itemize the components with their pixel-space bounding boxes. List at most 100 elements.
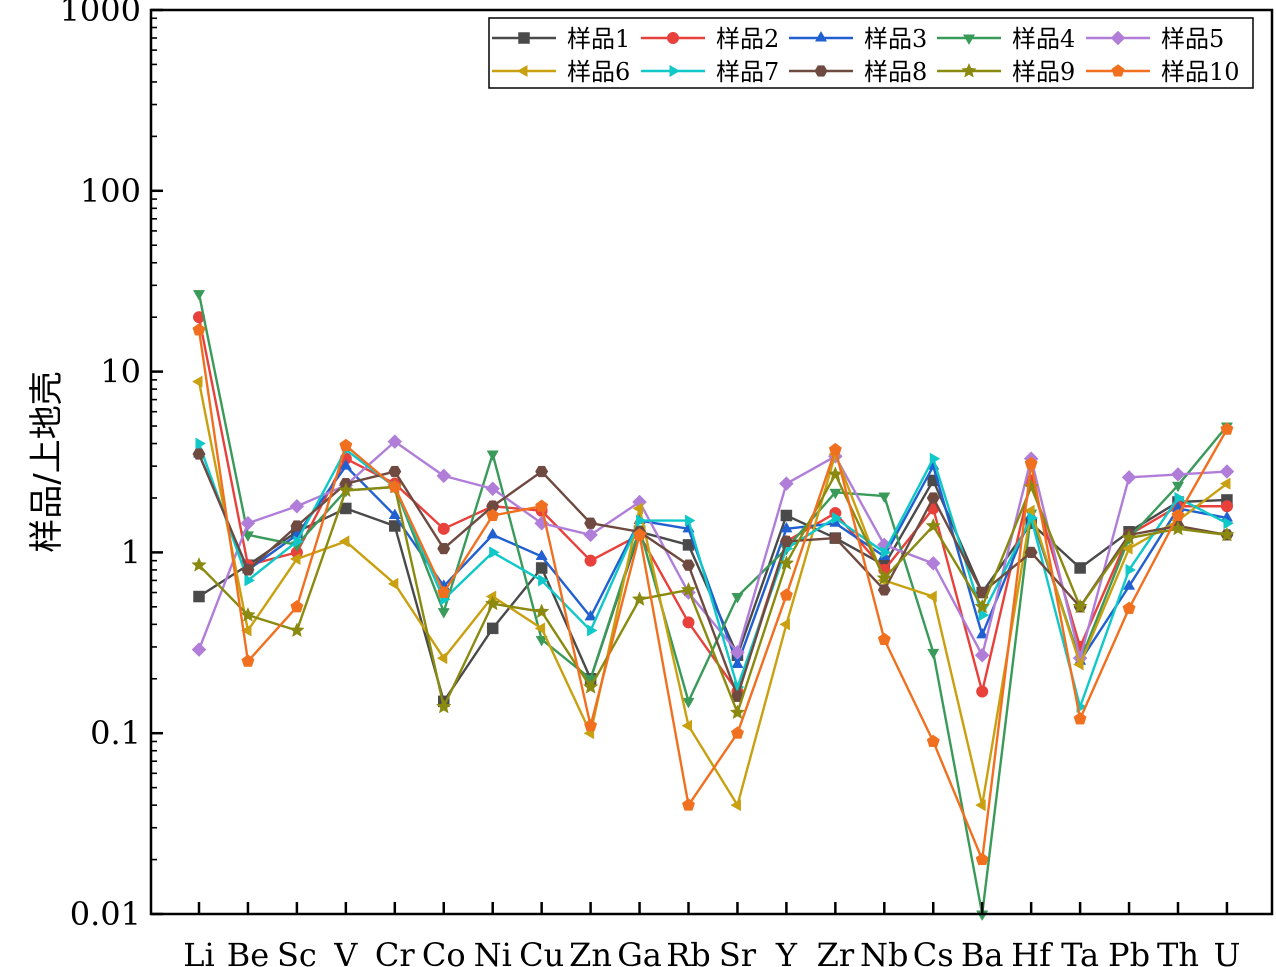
x-tick-label: U (1213, 936, 1240, 967)
data-point (1074, 562, 1086, 574)
data-point (1024, 456, 1038, 470)
data-point (535, 465, 549, 478)
data-point (535, 635, 548, 647)
legend-marker (1111, 64, 1125, 77)
x-tick-label: Li (183, 936, 214, 967)
legend-label: 样品10 (1161, 58, 1240, 86)
data-point (729, 704, 746, 720)
data-point (975, 799, 986, 812)
data-point (192, 323, 206, 336)
x-tick-label: Nb (860, 936, 908, 967)
data-point (1125, 563, 1137, 576)
data-point (828, 532, 842, 544)
x-tick-label: Rb (666, 936, 711, 967)
axis-layer: 0.01 0.1 1 10 100 1000 Li Be Sc V Cr Co Ni Cu Zn Ga Rb Sr… (60, 0, 1241, 967)
data-point (632, 502, 644, 515)
y-tick-label: 0.1 (90, 714, 141, 752)
data-point (241, 531, 255, 542)
series-line (197, 440, 1228, 660)
data-point (876, 570, 893, 585)
y-tick-label: 1 (121, 533, 141, 571)
legend-item: 样品6 (492, 58, 630, 86)
data-point (878, 492, 891, 504)
data-point (584, 718, 598, 732)
legend: 样品1 样品2 样品3 样品4 样品5 样品6 样品7 样品8 样品9 样品10 (488, 17, 1254, 89)
data-point (636, 514, 647, 527)
series-1 (193, 474, 1233, 708)
data-point (730, 644, 745, 660)
data-point (779, 476, 794, 492)
x-tick-label: Ni (474, 936, 512, 967)
data-point (437, 608, 450, 619)
legend-item: 样品3 (789, 25, 927, 53)
data-point (1024, 546, 1038, 559)
legend-label: 样品1 (567, 25, 630, 53)
data-point (240, 515, 256, 531)
legend-item: 样品4 (937, 25, 1075, 53)
data-point (289, 498, 305, 514)
legend-item: 样品9 (937, 58, 1075, 86)
legend-marker (518, 32, 530, 44)
data-point (1219, 526, 1235, 542)
data-point (1072, 598, 1088, 614)
data-point (1122, 601, 1136, 614)
data-point (681, 719, 692, 732)
x-tick-label: Cu (519, 936, 564, 967)
data-point (583, 527, 598, 543)
data-point (436, 468, 452, 484)
legend-item: 样品5 (1086, 25, 1224, 53)
data-point (338, 482, 354, 498)
data-point (290, 600, 304, 613)
series-layer (191, 290, 1235, 921)
legend-label: 样品6 (567, 58, 630, 86)
data-point (1122, 579, 1136, 590)
legend-marker (962, 34, 976, 45)
data-point (484, 595, 501, 611)
legend-marker (666, 31, 680, 45)
data-point (1027, 511, 1039, 525)
x-tick-label: Co (422, 936, 466, 967)
data-point (1219, 477, 1231, 490)
data-point (1174, 491, 1185, 505)
x-tick-label: Pb (1108, 936, 1150, 967)
x-tick-label: Cr (375, 936, 415, 967)
data-point (293, 535, 304, 548)
data-point (535, 562, 548, 574)
x-tick-label: Cs (913, 936, 954, 967)
data-point (631, 591, 648, 606)
data-point (388, 508, 401, 519)
data-point (241, 564, 255, 576)
legend-label: 样品9 (1012, 58, 1075, 86)
data-point (388, 480, 402, 493)
data-point (780, 521, 793, 533)
data-point (387, 577, 399, 590)
legend-marker (1110, 30, 1126, 46)
legend-item: 样品8 (789, 58, 927, 86)
x-tick-label: Ta (1061, 936, 1099, 967)
data-point (780, 509, 793, 522)
data-point (587, 624, 598, 637)
x-tick-label: Ba (961, 936, 1004, 967)
legend-label: 样品4 (1012, 25, 1075, 53)
data-point (828, 442, 842, 456)
data-point (1121, 470, 1137, 485)
y-tick-label: 100 (80, 172, 141, 210)
data-point (779, 535, 793, 548)
data-point (925, 517, 941, 533)
data-point (829, 488, 842, 500)
data-point (489, 546, 500, 559)
plot-frame (149, 8, 1274, 916)
data-point (486, 450, 499, 462)
data-point (926, 734, 940, 747)
data-point (584, 517, 598, 529)
series-line (197, 443, 1228, 708)
data-point (974, 598, 990, 614)
data-point (1171, 481, 1185, 493)
data-point (584, 554, 597, 567)
data-point (1122, 542, 1133, 555)
data-point (779, 618, 790, 631)
y-tick-label: 10 (100, 353, 141, 391)
data-point (731, 657, 744, 668)
data-point (926, 590, 937, 603)
